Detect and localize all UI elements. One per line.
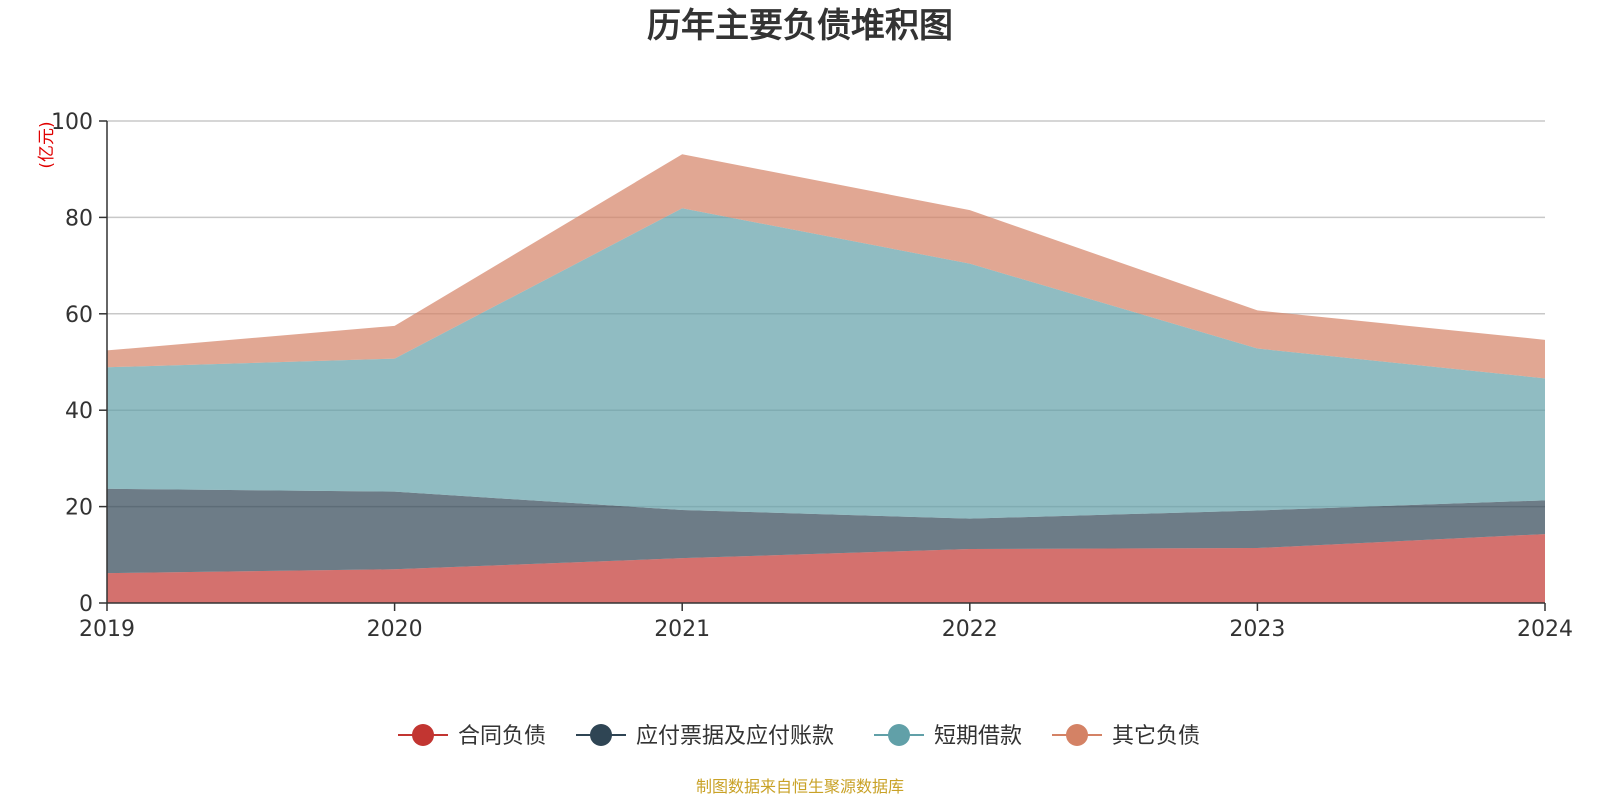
y-tick-label: 40 xyxy=(65,399,93,424)
area-series-0 xyxy=(107,534,1545,603)
legend-label: 其它负债 xyxy=(1112,724,1200,749)
x-tick-label: 2023 xyxy=(1229,617,1285,642)
legend[interactable]: 合同负债 应付票据及应付账款 短期借款 其它负债 xyxy=(398,724,1200,749)
x-tick-label: 2021 xyxy=(654,617,710,642)
legend-label: 合同负债 xyxy=(458,724,546,749)
legend-item-0[interactable]: 合同负债 xyxy=(398,724,546,749)
area-series-3 xyxy=(107,154,1545,379)
legend-marker xyxy=(1066,724,1088,746)
legend-label: 短期借款 xyxy=(934,724,1022,749)
legend-item-2[interactable]: 短期借款 xyxy=(874,724,1022,749)
y-axis-unit: (亿元) xyxy=(37,121,57,168)
series-areas xyxy=(107,154,1545,603)
legend-marker xyxy=(590,724,612,746)
y-tick-label: 80 xyxy=(65,206,93,231)
x-tick-label: 2024 xyxy=(1517,617,1573,642)
axes: 0 20 40 60 80 100 2019 2020 2021 2022 2023 2024 xyxy=(51,110,1573,642)
x-tick-label: 2020 xyxy=(367,617,423,642)
y-tick-label: 20 xyxy=(65,496,93,521)
x-tick-label: 2022 xyxy=(942,617,998,642)
legend-item-3[interactable]: 其它负债 xyxy=(1052,724,1200,749)
legend-item-1[interactable]: 应付票据及应付账款 xyxy=(576,724,834,749)
data-source-note: 制图数据来自恒生聚源数据库 xyxy=(696,777,904,796)
legend-label: 应付票据及应付账款 xyxy=(636,724,834,749)
chart-title: 历年主要负债堆积图 xyxy=(647,6,953,46)
y-tick-label: 100 xyxy=(51,110,93,135)
y-tick-label: 0 xyxy=(79,592,93,617)
y-tick-label: 60 xyxy=(65,303,93,328)
legend-marker xyxy=(888,724,910,746)
area-series-1 xyxy=(107,488,1545,574)
x-tick-label: 2019 xyxy=(79,617,135,642)
legend-marker xyxy=(412,724,434,746)
area-series-2 xyxy=(107,208,1545,519)
